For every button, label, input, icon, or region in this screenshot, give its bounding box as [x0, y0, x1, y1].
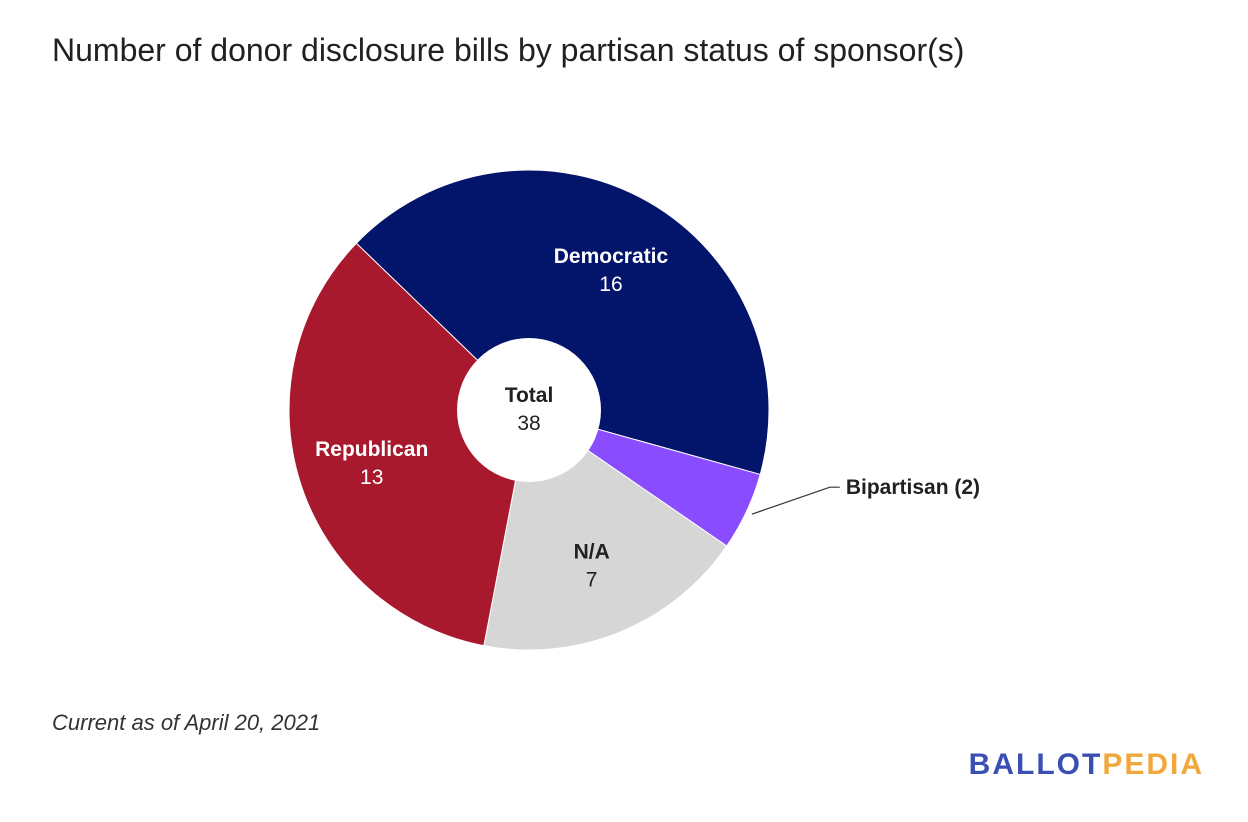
pie-slices [288, 169, 770, 651]
slice-label-democratic: Democratic [554, 245, 669, 268]
chart-title: Number of donor disclosure bills by part… [52, 32, 965, 68]
footnote: Current as of April 20, 2021 [52, 710, 321, 735]
slice-labels: Democratic 16 Bipartisan (2) N/A 7 Republican… [315, 245, 980, 592]
ballotpedia-logo: BALLOTPEDIA [969, 748, 1204, 782]
logo-part-pedia: PEDIA [1102, 748, 1204, 781]
slice-value-n-a: 7 [586, 569, 598, 592]
slice-label-bipartisan: Bipartisan (2) [846, 476, 980, 499]
slice-label-republican: Republican [315, 438, 428, 461]
callout-line-bipartisan [751, 486, 840, 515]
donut-hole [457, 338, 601, 482]
slice-label-n-a: N/A [574, 541, 610, 564]
center-total-value: 38 [517, 412, 540, 435]
pie-slice-democratic [355, 169, 770, 476]
slice-value-republican: 13 [360, 466, 383, 489]
slice-value-democratic: 16 [599, 273, 622, 296]
center-total-label: Total [505, 384, 554, 407]
pie-slice-republican [288, 242, 530, 647]
logo-part-ballot: BALLOT [968, 748, 1103, 781]
